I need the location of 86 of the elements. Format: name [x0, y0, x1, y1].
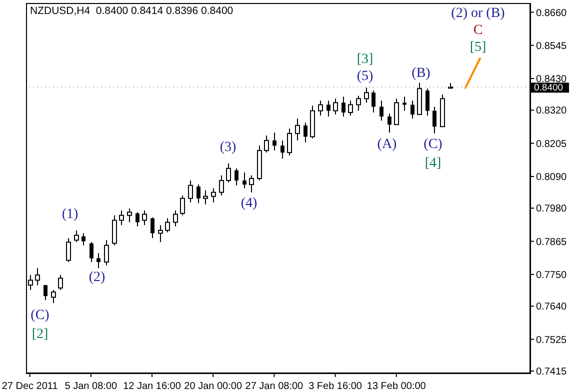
annotation: (5) [356, 69, 374, 85]
candlestick [226, 163, 231, 184]
candlestick [287, 128, 292, 156]
candlestick [380, 100, 384, 122]
candlestick [142, 210, 147, 226]
candlestick [356, 95, 361, 112]
x-tick-label: 3 Feb 16:00 [308, 381, 362, 391]
candlestick [264, 135, 269, 154]
candlestick [410, 100, 414, 120]
candlestick [219, 174, 224, 196]
candlestick [28, 274, 33, 291]
candlestick [426, 88, 430, 116]
candlestick [402, 96, 406, 112]
annotation: (2) or (B) [451, 6, 505, 22]
annotation: (2) [88, 270, 106, 286]
candlestick [333, 98, 338, 116]
candlestick [188, 180, 193, 203]
candlestick [66, 238, 71, 263]
candlestick [136, 212, 140, 227]
candlestick [318, 100, 323, 116]
annotation: (4) [240, 196, 258, 212]
candlestick [394, 98, 399, 126]
candlestick [74, 230, 79, 243]
candlestick [388, 113, 392, 134]
candlestick [432, 106, 436, 134]
candlestick [234, 168, 238, 186]
candlestick [196, 184, 200, 204]
y-tick-label: 0.8205 [536, 138, 568, 150]
candlestick [272, 132, 276, 152]
x-tick-label: 13 Feb 00:00 [366, 381, 426, 391]
candlestick [211, 188, 216, 203]
annotation: (C) [30, 308, 50, 324]
y-tick-label: 0.8660 [536, 8, 568, 19]
y-tick-label: 0.7865 [536, 236, 568, 248]
candlestick [326, 100, 330, 118]
candlestick [119, 210, 124, 226]
candlestick [280, 140, 284, 160]
annotation: [2] [32, 327, 48, 343]
y-tick-label: 0.8545 [536, 40, 568, 52]
x-tick-label: 20 Jan 00:00 [184, 381, 242, 391]
x-tick-label: 27 Dec 2011 [2, 381, 58, 391]
annotation: [4] [424, 156, 442, 172]
candlestick [51, 290, 56, 304]
candlestick [127, 208, 132, 223]
candlestick [203, 190, 208, 205]
annotation: (C) [424, 137, 442, 153]
annotation: (B) [412, 66, 430, 82]
candlestick [44, 284, 48, 301]
annotation: (A) [377, 137, 397, 153]
candlestick [173, 210, 178, 227]
x-tick-label: 5 Jan 08:00 [64, 381, 118, 391]
candlestick [342, 96, 346, 118]
candlestick [158, 224, 163, 243]
candlestick [96, 252, 100, 269]
y-tick-label: 0.8320 [536, 106, 568, 117]
annotation: C [473, 23, 483, 39]
candlestick [90, 242, 94, 263]
candlestick [295, 118, 300, 141]
y-tick-label: 0.7525 [536, 334, 568, 346]
candlestick [104, 240, 109, 266]
y-tick-label: 0.7980 [536, 204, 568, 215]
candlestick [35, 268, 40, 286]
candlestick [364, 87, 369, 104]
chart-title: NZDUSD,H4 0.8400 0.8414 0.8396 0.8400 [30, 5, 234, 17]
candlestick [348, 100, 353, 116]
candlestick [58, 274, 63, 291]
x-tick-label: 27 Jan 08:00 [245, 381, 304, 391]
candlestick [180, 194, 185, 216]
candlestick [249, 174, 254, 193]
annotation: [3] [356, 52, 374, 68]
candlestick [165, 218, 170, 233]
x-tick-label: 12 Jan 16:00 [123, 381, 182, 391]
candlestick [372, 90, 376, 113]
annotation: (3) [220, 140, 236, 156]
y-tick-label: 0.8090 [536, 172, 568, 184]
candlestick [242, 172, 246, 189]
candlestick [304, 122, 308, 143]
y-tick-label: 0.7750 [536, 270, 568, 281]
y-tick-label: 0.7640 [536, 302, 568, 313]
candlestick [82, 232, 86, 246]
y-tick-label: 0.7415 [536, 366, 568, 378]
ref-line-label: 0.8400 [534, 82, 564, 94]
annotation: [5] [470, 40, 486, 56]
candlestick [112, 214, 117, 246]
candlestick [150, 216, 154, 239]
annotation: (1) [62, 207, 78, 223]
